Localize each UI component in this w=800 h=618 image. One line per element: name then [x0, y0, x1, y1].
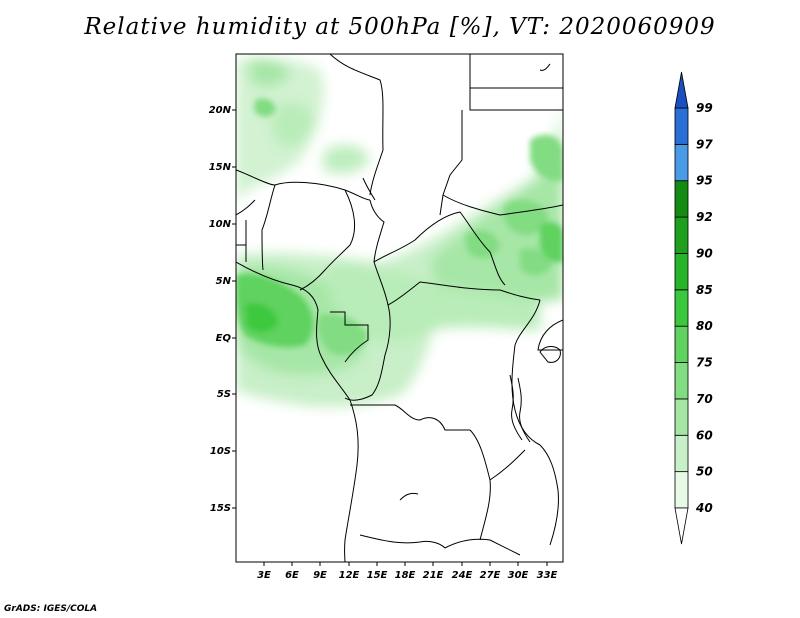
latitude-axis: 20N 15N 10N 5N EQ 5S 10S 15S [209, 105, 236, 514]
lat-tick-label: 10N [209, 219, 232, 230]
colorbar-swatch [674, 180, 689, 218]
colorbar-swatch [674, 398, 689, 436]
colorbar-min-arrow [674, 507, 689, 545]
colorbar-label: 90 [696, 246, 713, 260]
lat-tick-label: 5S [217, 389, 231, 400]
colorbar-swatch [674, 325, 689, 363]
lon-tick-label: 30E [508, 570, 529, 581]
lon-tick-label: 9E [313, 570, 327, 581]
colorbar-swatch [674, 107, 689, 145]
lat-tick-label: 5N [216, 276, 232, 287]
lon-tick-label: 21E [423, 570, 444, 581]
colorbar-label: 75 [696, 356, 713, 370]
country-borders [236, 54, 563, 562]
colorbar-label: 85 [696, 283, 713, 297]
lon-tick-label: 27E [480, 570, 501, 581]
colorbar-swatch [674, 253, 689, 291]
lon-tick-label: 33E [537, 570, 558, 581]
humidity-field [236, 57, 563, 407]
colorbar-swatch [674, 471, 689, 509]
lon-tick-label: 3E [257, 570, 271, 581]
colorbar-label: 92 [696, 210, 713, 224]
lon-tick-label: 15E [367, 570, 388, 581]
lat-tick-label: EQ [216, 333, 232, 344]
colorbar-max-arrow [674, 71, 689, 109]
colorbar-label: 40 [695, 501, 713, 515]
colorbar-label: 99 [696, 101, 713, 115]
lat-tick-label: 20N [209, 105, 232, 116]
lon-tick-label: 6E [285, 570, 299, 581]
lat-tick-label: 15N [209, 162, 232, 173]
colorbar-swatch [674, 289, 689, 327]
colorbar-swatch [674, 216, 689, 254]
colorbar-swatch [674, 143, 689, 182]
colorbar: 40 50 60 70 75 80 85 90 92 95 97 99 [674, 71, 713, 545]
colorbar-label: 50 [696, 465, 713, 479]
lat-tick-label: 10S [210, 446, 231, 457]
lon-tick-label: 12E [339, 570, 360, 581]
colorbar-label: 95 [696, 174, 713, 188]
credit-label: GrADS: IGES/COLA [4, 604, 98, 614]
colorbar-swatch [674, 434, 689, 473]
lon-tick-label: 24E [452, 570, 473, 581]
colorbar-label: 60 [696, 428, 713, 442]
longitude-axis: 3E 6E 9E 12E 15E 18E 21E 24E 27E 30E 33E [257, 562, 558, 581]
lat-tick-label: 15S [210, 503, 231, 514]
lon-tick-label: 18E [395, 570, 416, 581]
colorbar-label: 80 [696, 319, 713, 333]
colorbar-label: 97 [696, 137, 713, 151]
colorbar-swatch [674, 362, 689, 400]
chart-title: Relative humidity at 500hPa [%], VT: 202… [84, 14, 716, 40]
colorbar-label: 70 [696, 392, 713, 406]
